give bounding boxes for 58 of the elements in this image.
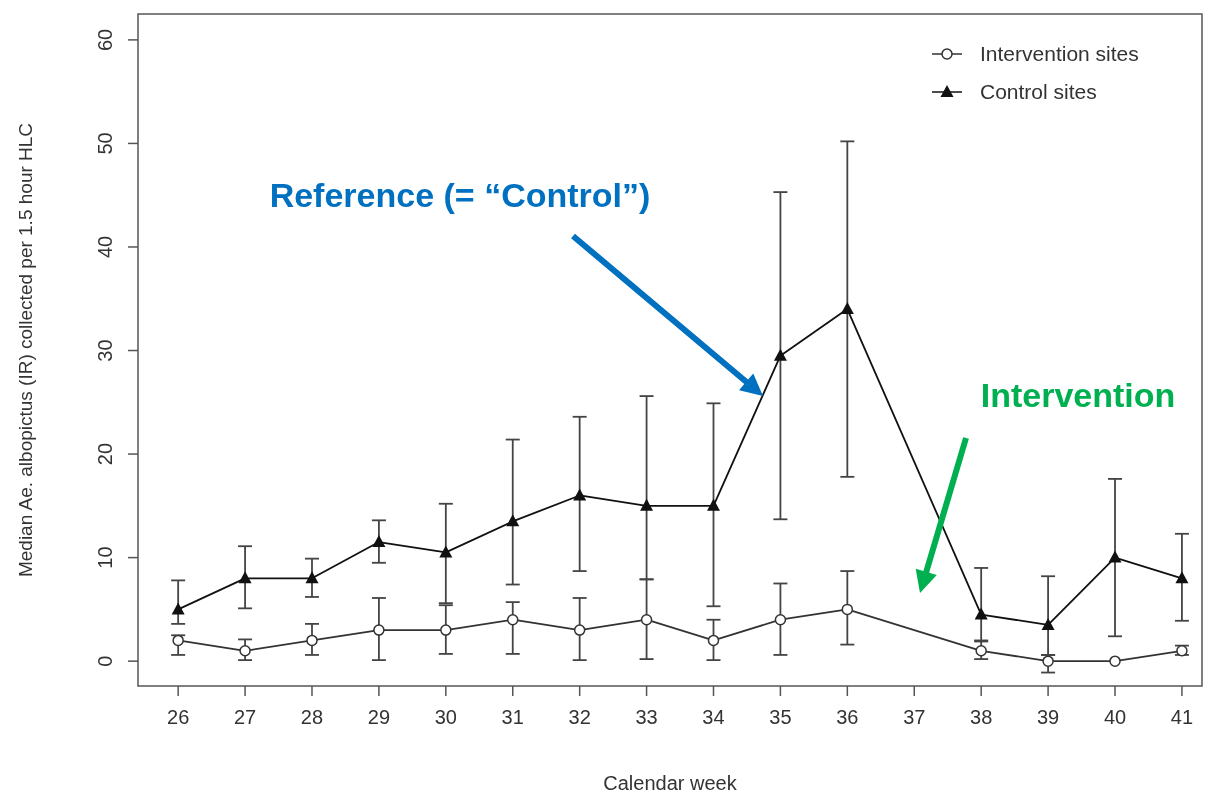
x-tick-label: 29 [367, 706, 391, 728]
point [506, 613, 519, 626]
point [239, 645, 251, 657]
x-tick-label: 38 [970, 706, 993, 728]
point [373, 624, 385, 636]
point [840, 302, 854, 315]
point [172, 634, 184, 647]
x-tick-label: 27 [233, 706, 257, 728]
point [640, 613, 653, 626]
y-tick-label: 30 [94, 339, 116, 362]
point [640, 498, 654, 511]
y-tick-label: 20 [94, 442, 116, 466]
y-tick-label: 40 [94, 235, 116, 259]
point [774, 613, 787, 626]
point [573, 488, 587, 501]
point [306, 634, 318, 647]
x-tick-label: 37 [903, 706, 926, 728]
point [707, 634, 720, 647]
point [1109, 655, 1121, 667]
point [974, 607, 988, 620]
x-tick-label: 41 [1170, 706, 1194, 728]
point [439, 545, 453, 558]
x-tick-label: 36 [836, 706, 859, 728]
point [707, 498, 720, 511]
point [1108, 550, 1122, 563]
annotation: Reference (= “Control”) [269, 175, 651, 214]
point [841, 603, 854, 616]
point [171, 602, 185, 615]
point [573, 624, 586, 636]
x-tick-label: 26 [167, 706, 190, 728]
x-tick-label: 33 [635, 706, 658, 728]
x-tick-label: 31 [501, 706, 524, 728]
y-tick-label: 10 [94, 546, 116, 569]
point [440, 624, 452, 636]
annotation: Intervention [980, 375, 1176, 414]
x-tick-label: 40 [1103, 706, 1127, 728]
point [506, 514, 520, 527]
x-axis-title: Calendar week [603, 772, 738, 794]
x-tick-label: 28 [300, 706, 324, 728]
point [975, 645, 987, 657]
point [238, 571, 252, 584]
point [1041, 617, 1055, 630]
point [372, 535, 386, 548]
y-axis-title: Median Ae. albopictus (IR) collected per 1.5 hour HLC [15, 122, 36, 578]
y-tick-label: 0 [94, 655, 116, 667]
x-tick-label: 39 [1036, 706, 1060, 728]
legend-label: Control sites [980, 80, 1097, 103]
x-tick-label: 35 [769, 706, 792, 728]
point [305, 571, 319, 584]
y-tick-label: 60 [94, 28, 116, 52]
point [1175, 571, 1189, 584]
x-tick-label: 32 [568, 706, 591, 728]
point [1042, 655, 1054, 667]
legend-label: Intervention sites [980, 42, 1139, 65]
x-tick-label: 30 [434, 706, 457, 728]
y-tick-label: 50 [94, 132, 116, 155]
point [773, 348, 787, 361]
x-tick-label: 34 [702, 706, 725, 728]
